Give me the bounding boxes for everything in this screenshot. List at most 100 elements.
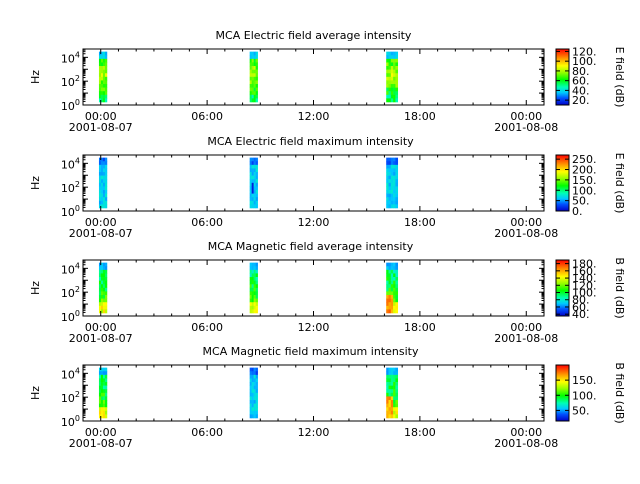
spectrogram-cell [249, 164, 252, 169]
spectrogram-cell [249, 87, 252, 92]
spectrogram-cell [98, 200, 102, 205]
spectrogram-cell [104, 305, 108, 310]
spectrogram-cell [102, 302, 106, 307]
spectrogram-cell [386, 66, 389, 70]
spectrogram-cell [100, 62, 104, 67]
spectrogram-cell [395, 197, 399, 202]
spectrogram-cell [104, 378, 108, 383]
spectrogram-cell [395, 161, 399, 166]
spectrogram-cell [100, 371, 104, 376]
spectrogram-cell [395, 84, 399, 88]
spectrogram-cell [390, 190, 394, 194]
spectrogram-cell [255, 182, 258, 187]
spectrogram-cell [395, 55, 399, 60]
spectrogram-cell [100, 305, 104, 310]
spectrogram-cell [251, 80, 254, 85]
spectrogram-cell [251, 389, 254, 394]
spectrogram-cell [395, 291, 399, 296]
spectrogram-cell [395, 371, 399, 376]
spectrogram-cell [255, 414, 258, 419]
spectrogram-cell [251, 378, 254, 383]
spectrogram-cell [253, 98, 256, 103]
plot-frame [82, 364, 545, 422]
spectrogram-cell [386, 309, 389, 314]
spectrogram-cell [100, 284, 104, 289]
spectrogram-cell [390, 87, 394, 92]
spectrogram-cell [104, 98, 108, 103]
spectrogram-cell [388, 269, 392, 274]
panel-4: MCA Magnetic field maximum intensity 100 1… [29, 345, 626, 450]
colorbar-label: B field (dB) [613, 257, 626, 318]
spectrogram-cell [388, 389, 392, 394]
spectrogram-cell [102, 73, 106, 78]
colorbar-tick-label: 50. [572, 195, 590, 208]
spectrogram-cell [386, 262, 389, 267]
spectrogram-cell [100, 58, 104, 63]
spectrogram-cell [100, 277, 104, 281]
spectrogram-cell [390, 94, 394, 99]
spectrogram-cell [395, 182, 399, 187]
spectrogram-cell [388, 396, 392, 401]
spectrogram-cell [255, 55, 258, 60]
spectrogram-cell [251, 407, 254, 412]
spectrogram-cell [100, 298, 104, 303]
spectrogram-cell [98, 305, 102, 310]
spectrogram-cell [104, 410, 108, 415]
spectrogram-cell [102, 273, 106, 278]
spectrogram-cell [386, 407, 389, 412]
spectrogram-cell [251, 403, 254, 408]
spectrogram-cell [98, 309, 102, 314]
spectrogram-cell [249, 186, 252, 191]
spectrogram-cell [255, 157, 258, 162]
spectrogram-cell [388, 295, 392, 299]
colorbar-tick-label: 160. [572, 265, 597, 278]
spectrogram-cell [102, 389, 106, 394]
spectrogram-cell [253, 197, 256, 202]
spectrogram-cell [253, 392, 256, 397]
spectrogram-cell [249, 410, 252, 415]
spectrogram-cell [388, 309, 392, 314]
spectrogram-cell [104, 309, 108, 314]
spectrogram-cell [393, 179, 396, 184]
spectrogram-cell [98, 55, 102, 60]
spectrogram-cell [395, 91, 399, 96]
spectrogram-cell [104, 269, 108, 274]
spectrogram-cell [102, 407, 106, 412]
spectrogram-cell [249, 204, 252, 209]
spectrogram-cell [104, 302, 108, 307]
spectrogram-cell [386, 389, 389, 394]
spectrogram-cell [386, 374, 389, 379]
colorbar-gradient [555, 259, 570, 317]
spectrogram-cell [98, 414, 102, 419]
spectrogram-cell [395, 298, 399, 303]
spectrogram-cell [386, 371, 389, 376]
spectrogram-cell [102, 186, 106, 191]
spectrogram-cell [100, 266, 104, 271]
spectrogram-cell [395, 62, 399, 67]
spectrogram-cell [253, 371, 256, 376]
spectrogram-cell [100, 197, 104, 202]
spectrogram-cell [253, 396, 256, 401]
spectrogram-cell [98, 172, 102, 176]
spectrogram-cell [388, 280, 392, 285]
spectrogram-cell [388, 273, 392, 278]
spectrogram-cell [102, 277, 106, 281]
spectrogram-cell [386, 305, 389, 310]
colorbar: 150. 100. 50. B field (dB) [555, 362, 626, 424]
spectrogram-cell [104, 168, 108, 173]
spectrogram-cell [251, 291, 254, 296]
spectrogram-cell [388, 69, 392, 74]
spectrogram-cell [386, 302, 389, 307]
colorbar-tick-label: 120. [572, 45, 597, 58]
spectrogram-cell [249, 400, 252, 404]
spectrogram-cell [255, 58, 258, 63]
spectrogram-cell [251, 186, 254, 191]
spectrogram-cell [253, 305, 256, 310]
spectrogram-cell [395, 374, 399, 379]
spectrogram-cell [253, 277, 256, 281]
spectrogram-cell [388, 161, 392, 166]
spectrogram-cell [251, 91, 254, 96]
spectrogram-cell [253, 186, 256, 191]
spectrogram-cell [104, 374, 108, 379]
spectrogram-cell [102, 266, 106, 271]
